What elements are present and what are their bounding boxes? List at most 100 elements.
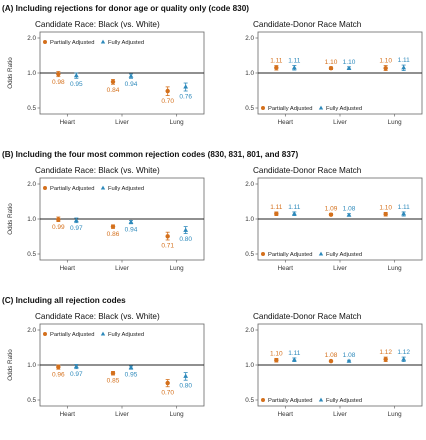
data-label: 0.95 <box>125 372 138 379</box>
y-tick-label: 1.0 <box>245 216 254 223</box>
y-tick-label: 1.0 <box>27 216 36 223</box>
data-label: 1.11 <box>270 58 283 65</box>
legend-label: Fully Adjusted <box>326 252 362 258</box>
legend-marker-partial <box>261 106 265 110</box>
data-point-partial <box>56 217 61 222</box>
data-point-full <box>401 356 407 361</box>
data-label: 1.11 <box>288 58 301 65</box>
y-tick-label: 2.0 <box>27 181 36 188</box>
legend-label: Partially Adjusted <box>268 106 312 112</box>
x-tick-label: Liver <box>333 411 347 418</box>
legend-marker-full <box>100 39 106 44</box>
data-point-full <box>183 227 189 232</box>
x-tick-label: Lung <box>170 411 185 418</box>
x-tick-label: Heart <box>60 265 76 272</box>
legend-marker-partial <box>261 252 265 256</box>
y-tick-label: 1.0 <box>27 362 36 369</box>
data-label: 0.86 <box>107 231 120 238</box>
y-axis-label: Odds Ratio <box>7 349 14 381</box>
x-tick-label: Heart <box>60 411 76 418</box>
data-label: 0.94 <box>125 81 138 88</box>
panel-race-match: Candidate-Donor Race Match 0.5 1.0 2.0 Heart… <box>245 20 423 126</box>
data-label: 1.10 <box>325 59 338 66</box>
data-point-full <box>291 211 297 216</box>
data-label: 0.97 <box>70 371 83 378</box>
data-point-partial <box>383 211 388 217</box>
data-point-full <box>346 212 352 217</box>
data-label: 1.09 <box>325 205 338 212</box>
legend-marker-full <box>100 331 106 336</box>
data-point-partial <box>110 79 116 85</box>
legend-marker-full <box>100 185 106 190</box>
data-point-partial <box>383 65 388 71</box>
x-tick-label: Lung <box>388 411 403 418</box>
data-label: 0.95 <box>70 81 83 88</box>
legend-label: Partially Adjusted <box>268 398 312 404</box>
panel-title: Candidate-Donor Race Match <box>253 312 362 321</box>
data-point-partial <box>110 371 116 376</box>
section-title: (A) Including rejections for donor age o… <box>2 4 249 13</box>
legend-marker-partial <box>43 40 47 44</box>
y-tick-label: 0.5 <box>27 251 36 258</box>
x-tick-label: Liver <box>333 119 347 126</box>
data-point-partial <box>56 364 61 370</box>
legend-marker-partial <box>43 332 47 336</box>
data-point-full <box>401 211 407 216</box>
data-label: 0.84 <box>107 87 120 94</box>
panel-candidate-race: Candidate Race: Black (vs. White) 0.5 1.0 2… <box>7 312 205 418</box>
panel-title: Candidate-Donor Race Match <box>253 166 362 175</box>
data-point-full <box>128 219 134 224</box>
legend-label: Fully Adjusted <box>108 186 144 192</box>
data-label: 1.10 <box>270 350 283 357</box>
data-point-partial <box>110 224 116 229</box>
panel-race-match: Candidate-Donor Race Match 0.5 1.0 2.0 Heart… <box>245 166 423 272</box>
data-point-full <box>401 65 407 70</box>
x-tick-label: Liver <box>115 411 129 418</box>
legend-label: Fully Adjusted <box>326 106 362 112</box>
y-tick-label: 2.0 <box>245 35 254 42</box>
x-tick-label: Liver <box>115 265 129 272</box>
data-point-partial <box>328 65 334 71</box>
x-tick-label: Heart <box>278 119 294 126</box>
x-tick-label: Lung <box>388 119 403 126</box>
y-tick-label: 1.0 <box>245 362 254 369</box>
data-point-partial <box>274 357 279 363</box>
y-axis-label: Odds Ratio <box>7 57 14 89</box>
legend-label: Fully Adjusted <box>108 40 144 46</box>
panel-candidate-race: Candidate Race: Black (vs. White) 0.5 1.0 2… <box>7 166 205 272</box>
section-c: (C) Including all rejection codes Candida… <box>2 296 423 418</box>
data-label: 1.08 <box>325 352 338 359</box>
data-point-partial <box>383 357 388 362</box>
data-label: 0.70 <box>161 389 174 396</box>
legend-marker-partial <box>43 186 47 190</box>
section-a: (A) Including rejections for donor age o… <box>2 4 423 126</box>
data-point-partial <box>165 88 170 94</box>
data-label: 0.98 <box>52 79 65 86</box>
data-label: 1.08 <box>343 352 356 359</box>
x-tick-label: Lung <box>388 265 403 272</box>
y-tick-label: 2.0 <box>27 327 36 334</box>
x-tick-label: Heart <box>278 265 294 272</box>
data-label: 1.10 <box>379 204 392 211</box>
y-tick-label: 2.0 <box>245 181 254 188</box>
legend-marker-full <box>318 397 324 402</box>
legend-label: Partially Adjusted <box>50 186 94 192</box>
y-tick-label: 0.5 <box>245 251 254 258</box>
data-point-full <box>73 363 79 369</box>
legend-marker-full <box>318 105 324 110</box>
y-tick-label: 2.0 <box>27 35 36 42</box>
y-tick-label: 2.0 <box>245 327 254 334</box>
x-tick-label: Heart <box>278 411 294 418</box>
data-label: 0.85 <box>107 378 120 385</box>
data-label: 1.11 <box>398 57 411 64</box>
section-b: (B) Including the four most common rejec… <box>2 150 423 272</box>
section-title: (B) Including the four most common rejec… <box>2 150 298 159</box>
y-tick-label: 0.5 <box>27 105 36 112</box>
x-tick-label: Heart <box>60 119 76 126</box>
legend-label: Partially Adjusted <box>50 40 94 46</box>
x-tick-label: Lung <box>170 265 185 272</box>
legend-marker-full <box>318 251 324 256</box>
panel-title: Candidate-Donor Race Match <box>253 20 362 29</box>
data-point-partial <box>274 65 279 70</box>
legend-label: Fully Adjusted <box>326 398 362 404</box>
